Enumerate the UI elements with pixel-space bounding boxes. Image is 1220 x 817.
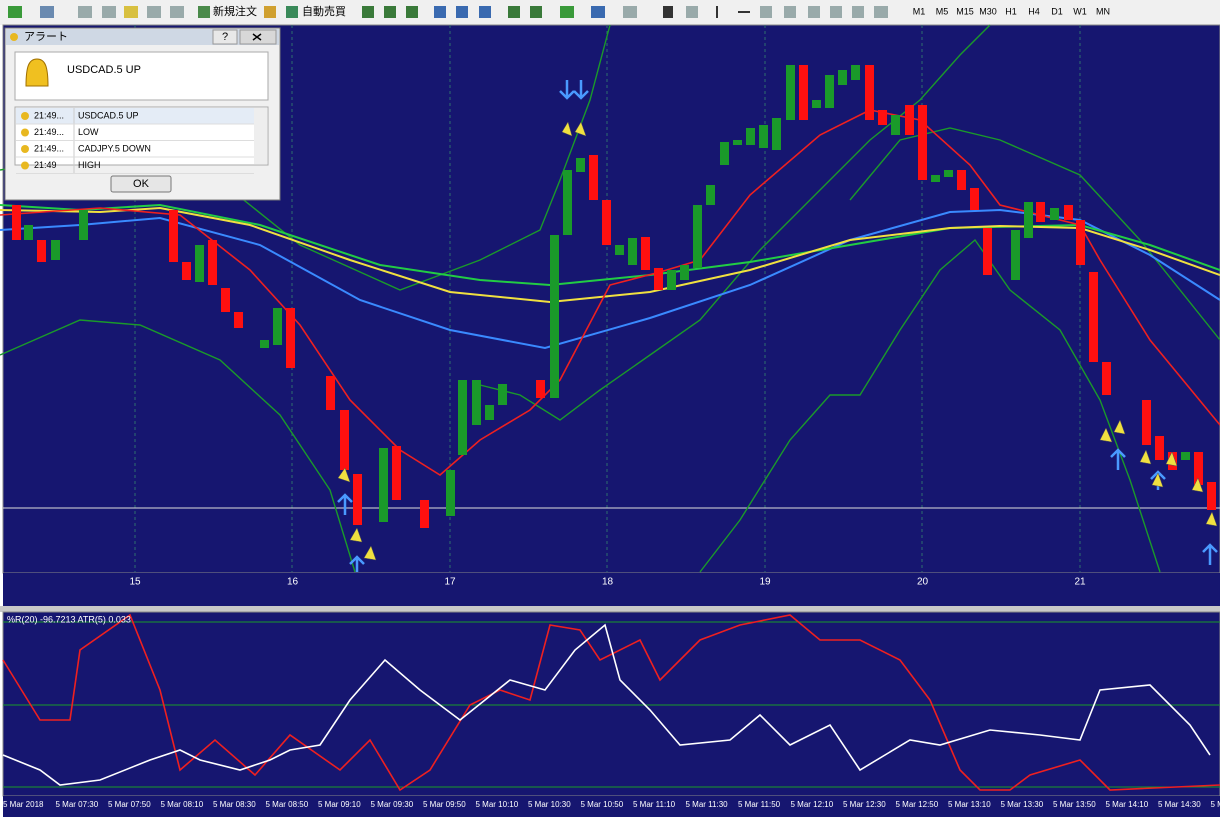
help-button-label[interactable]: ?: [222, 31, 228, 43]
alert-message: USDCAD.5 UP: [67, 64, 141, 76]
alert-dialog: アラート ? USDCAD.5 UP 21:49... USDCAD.5 UP21…: [4, 27, 281, 201]
williams-r-line: [2, 613, 1220, 792]
time-label: 5 Mar 12:30: [843, 800, 886, 809]
row-time: 21:49...: [34, 110, 64, 120]
timeframe-button[interactable]: M30: [979, 6, 997, 16]
timeframe-button[interactable]: H4: [1028, 6, 1040, 16]
day-label: 20: [917, 577, 929, 588]
ma-green: [0, 203, 1220, 287]
message-box: [14, 51, 269, 101]
time-label: 5 Mar 12:50: [896, 800, 939, 809]
alert-rows: 21:49... USDCAD.5 UP 21:49... LOW 21:49... CA…: [16, 108, 254, 174]
bollinger-lower: [0, 319, 356, 573]
time-label: 5 Mar 08:10: [161, 800, 204, 809]
time-label: 5 Mar 13:30: [1001, 800, 1044, 809]
row-text: CADJPY.5 DOWN: [78, 143, 151, 153]
day-label: 16: [287, 577, 299, 588]
time-label: 5 Mar 10:50: [581, 800, 624, 809]
row-bell: [21, 128, 29, 137]
signal-arrows: [337, 80, 1218, 572]
day-label: 21: [1074, 577, 1086, 588]
time-label: 5 Mar 14:30: [1158, 800, 1201, 809]
bollinger-lower: [699, 238, 1161, 573]
time-label: 5 Mar 07:30: [56, 800, 99, 809]
row-bell: [21, 161, 29, 170]
indicator-label: %R(20) -96.7213 ATR(5) 0.033: [7, 614, 131, 624]
day-label: 18: [602, 577, 614, 588]
day-labels: 15 16 17 18 19 20 21: [129, 577, 1086, 588]
indicator-pane: [2, 611, 1220, 797]
bollinger-upper: [479, 24, 991, 421]
indicator-levels: [3, 621, 1220, 788]
timeframe-button[interactable]: H1: [1005, 6, 1017, 16]
row-bell: [21, 112, 29, 120]
ok-button[interactable]: [110, 175, 172, 193]
timeframe-button[interactable]: MN: [1096, 6, 1110, 16]
ok-button-label[interactable]: OK: [133, 178, 150, 190]
date-axis: [3, 573, 1220, 607]
time-label: 5 Mar 09:50: [423, 800, 466, 809]
list-scrollbar[interactable]: [254, 108, 267, 164]
day-label: 15: [129, 577, 141, 588]
row-bell: [21, 145, 29, 153]
dialog-title: アラート: [24, 31, 68, 43]
timeframe-button[interactable]: M15: [956, 6, 974, 16]
time-axis: [3, 796, 1220, 817]
time-label: 5 Mar 08:50: [266, 800, 309, 809]
time-label: 5 Mar 12:10: [791, 800, 834, 809]
toolbar-button[interactable]: 新規注文: [213, 4, 257, 18]
row-text: USDCAD.5 UP: [78, 110, 139, 120]
atr-line: [2, 623, 1211, 786]
bell-icon: [10, 33, 18, 41]
day-label: 19: [759, 577, 771, 588]
time-label: 5 Mar 11:50: [738, 800, 781, 809]
time-label: 5 Mar 11:10: [633, 800, 676, 809]
timeframe-button[interactable]: M1: [913, 6, 926, 16]
help-button[interactable]: [212, 29, 238, 45]
time-label: 5 Mar 2018: [3, 800, 44, 809]
time-label: 5 Mar 07:50: [108, 800, 151, 809]
time-label: 5 Mar 13:50: [1053, 800, 1096, 809]
row-text: LOW: [78, 127, 99, 137]
row-time: 21:49...: [34, 127, 64, 137]
signal-marks: [337, 121, 1218, 561]
bollinger-upper: [849, 127, 1220, 341]
time-labels: 5 Mar 2018 5 Mar 07:30 5 Mar 07:50 5 Mar 08…: [3, 800, 1220, 809]
time-label: 5 Mar 08:30: [213, 800, 256, 809]
time-label: 5 Mar: [1211, 800, 1220, 809]
bell-large: [25, 58, 49, 87]
row-time: 21:49: [34, 160, 57, 170]
time-label: 5 Mar 09:30: [371, 800, 414, 809]
close-icon: [252, 33, 262, 41]
row-time: 21:49...: [34, 143, 64, 153]
toolbar-labels: 新規注文 自動売買 M1 M5 M15 M30 H1 H4 D1 W1 MN: [213, 4, 1110, 18]
toolbar-button[interactable]: 自動売買: [302, 4, 346, 18]
day-label: 17: [444, 577, 456, 588]
dialog-titlebar: [6, 29, 279, 45]
timeframe-button[interactable]: W1: [1073, 6, 1087, 16]
time-label: 5 Mar 09:10: [318, 800, 361, 809]
timeframe-button[interactable]: D1: [1051, 6, 1063, 16]
time-label: 5 Mar 14:10: [1106, 800, 1149, 809]
row-highlight: [16, 108, 254, 124]
time-label: 5 Mar 10:10: [476, 800, 519, 809]
row-text: HIGH: [78, 160, 101, 170]
time-label: 5 Mar 13:10: [948, 800, 991, 809]
timeframe-button[interactable]: M5: [936, 6, 949, 16]
time-label: 5 Mar 11:30: [686, 800, 729, 809]
time-label: 5 Mar 10:30: [528, 800, 571, 809]
ma-yellow: [0, 206, 1220, 304]
toolbar-icons: [8, 6, 888, 18]
pane-separator: [0, 606, 1220, 612]
